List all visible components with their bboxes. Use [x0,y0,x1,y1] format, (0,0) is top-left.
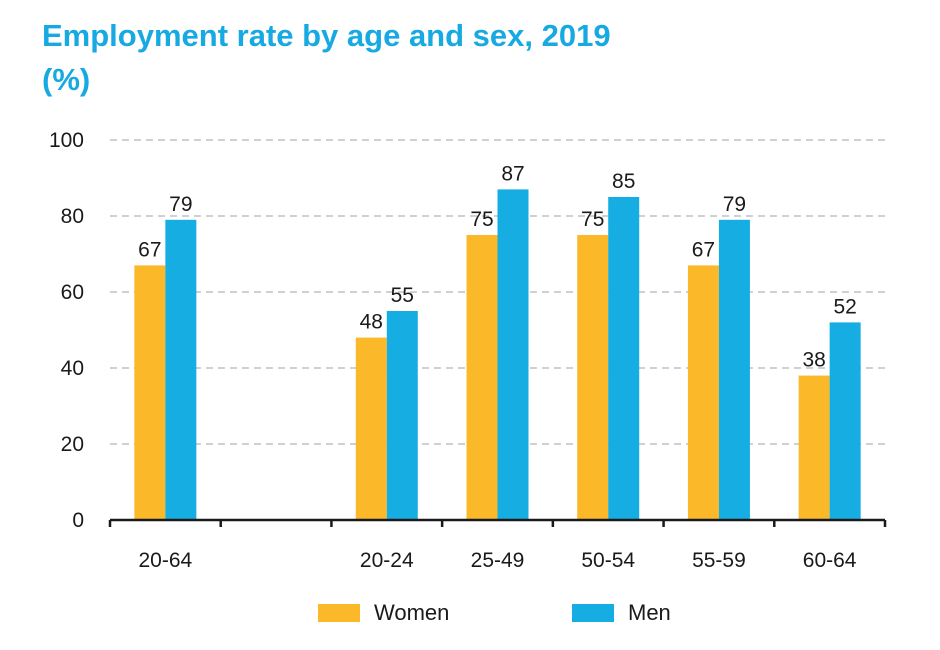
x-tick-label: 25-49 [471,549,525,572]
bar-men-25-49 [497,189,529,520]
data-label-men: 52 [833,295,856,318]
y-tick-label: 40 [61,357,84,380]
data-label-women: 48 [360,311,383,334]
bar-women-60-64 [798,375,830,520]
x-tick-label: 55-59 [692,549,746,572]
legend-swatch-women [318,604,360,622]
legend-item-men: Men [572,600,671,626]
data-label-women: 38 [802,349,825,372]
y-tick-label: 80 [61,205,84,228]
data-label-men: 79 [169,193,192,216]
bar-women-20-24 [355,337,387,520]
legend-label-men: Men [628,600,671,625]
bar-women-20-64 [134,265,166,520]
legend-label-women: Women [374,600,450,625]
bar-men-55-59 [718,219,750,521]
legend: Women Men [0,600,940,640]
bar-men-20-24 [386,311,418,520]
data-label-women: 67 [692,238,715,261]
bar-women-55-59 [687,265,719,520]
data-label-women: 67 [138,238,161,261]
legend-item-women: Women [318,600,449,626]
x-tick-label: 20-64 [138,549,192,572]
chart-title-line1: Employment rate by age and sex, 2019 [42,18,611,53]
x-tick-label: 60-64 [803,549,857,572]
chart-title: Employment rate by age and sex, 2019 (%) [42,14,611,102]
bar-women-25-49 [466,235,498,520]
data-label-women: 75 [470,208,493,231]
bar-men-60-64 [829,322,861,520]
bar-men-20-64 [165,219,197,521]
data-label-women: 75 [581,208,604,231]
x-tick-label: 50-54 [581,549,635,572]
y-tick-label: 60 [61,281,84,304]
x-tick-label: 20-24 [360,549,414,572]
y-tick-label: 100 [49,129,84,152]
data-label-men: 85 [612,170,635,193]
bar-men-50-54 [608,197,640,520]
legend-swatch-men [572,604,614,622]
bar-chart: 0 20 40 60 80 100 67 79 20-64 48 55 20-24 75 87 25-49 7… [49,129,887,572]
y-tick-label: 20 [61,433,84,456]
data-label-men: 79 [723,193,746,216]
data-label-men: 87 [501,162,524,185]
data-label-men: 55 [391,284,414,307]
bar-women-50-54 [577,235,609,520]
chart-title-unit: (%) [42,62,91,97]
y-tick-label: 0 [72,509,84,532]
